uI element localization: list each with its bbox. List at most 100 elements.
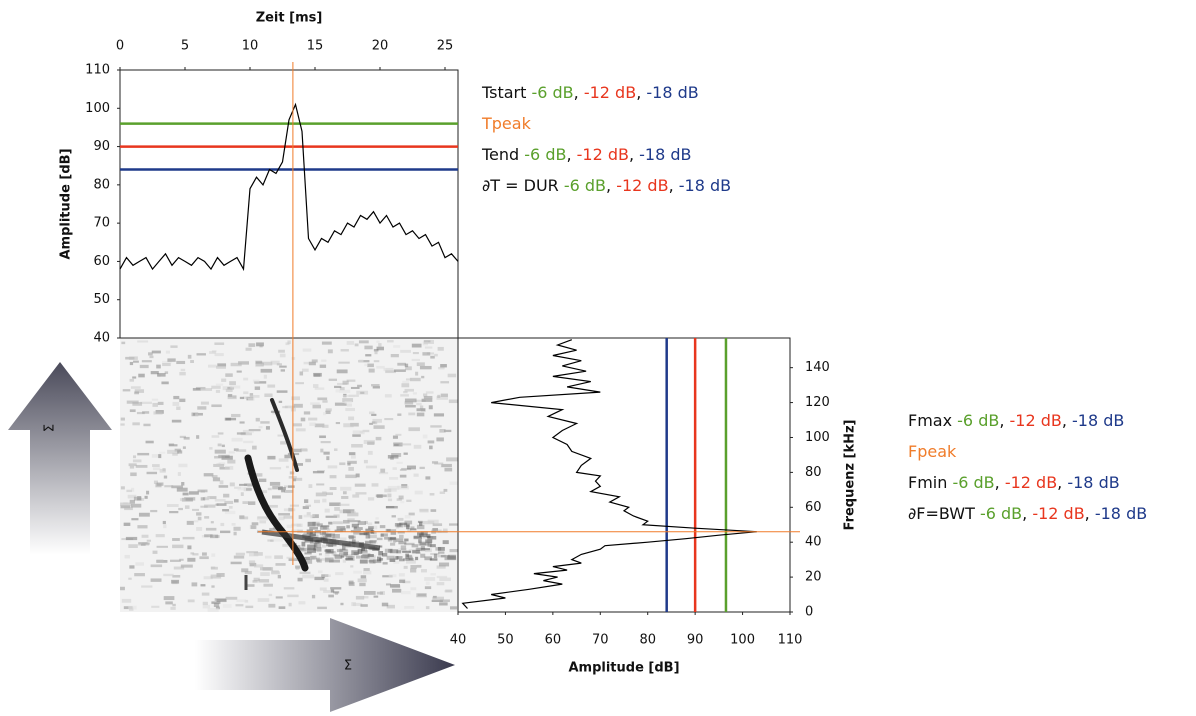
noise — [333, 514, 340, 518]
noise — [269, 467, 282, 470]
noise — [328, 594, 334, 598]
noise — [410, 587, 417, 591]
noise — [215, 383, 224, 386]
noise — [217, 363, 227, 367]
noise — [404, 388, 414, 392]
noise — [220, 522, 225, 527]
noise — [275, 596, 283, 599]
noise — [163, 475, 168, 479]
noise — [360, 604, 368, 607]
noise — [221, 455, 233, 460]
noise — [341, 495, 349, 499]
noise — [380, 468, 386, 473]
legend-text: -6 dB — [952, 473, 995, 492]
noise — [368, 526, 374, 530]
noise — [201, 592, 210, 596]
noise — [340, 486, 352, 491]
noise — [196, 512, 202, 516]
noise — [286, 524, 294, 529]
noise — [449, 549, 461, 553]
noise — [157, 373, 166, 377]
legend-text: Tend — [482, 145, 525, 164]
noise — [440, 393, 448, 397]
noise — [287, 485, 295, 488]
noise — [334, 507, 340, 511]
noise — [256, 516, 269, 521]
legend-text: -12 dB — [1004, 473, 1058, 492]
noise — [267, 384, 276, 388]
noise — [252, 580, 258, 583]
noise — [419, 509, 429, 513]
noise — [406, 524, 410, 530]
noise — [276, 390, 288, 393]
noise — [165, 601, 173, 605]
plot-frame — [457, 337, 791, 613]
noise — [361, 547, 365, 551]
noise — [327, 349, 333, 354]
noise — [413, 536, 423, 540]
noise — [213, 603, 220, 607]
noise — [128, 605, 137, 610]
noise — [339, 537, 347, 541]
noise — [121, 598, 132, 603]
noise — [303, 361, 310, 365]
noise — [369, 411, 375, 415]
noise — [355, 595, 365, 600]
legend-line: ∂T = DUR -6 dB, -12 dB, -18 dB — [482, 170, 731, 201]
noise — [218, 485, 229, 488]
noise — [438, 551, 445, 554]
noise — [339, 552, 348, 557]
noise — [241, 568, 249, 573]
noise — [132, 459, 142, 463]
noise — [215, 606, 220, 610]
noise — [224, 510, 236, 515]
noise — [331, 552, 337, 556]
noise — [419, 405, 424, 410]
noise — [356, 390, 369, 395]
legend-text: -6 dB — [563, 176, 607, 195]
noise — [262, 567, 274, 571]
noise — [353, 570, 362, 574]
noise — [445, 589, 453, 593]
noise — [430, 573, 436, 576]
noise — [152, 464, 160, 468]
noise — [140, 543, 146, 546]
noise — [214, 342, 225, 345]
noise — [396, 550, 402, 554]
noise — [443, 429, 452, 433]
noise — [347, 512, 359, 517]
noise — [397, 531, 405, 534]
noise — [195, 413, 199, 417]
noise — [378, 343, 382, 347]
noise — [289, 471, 295, 475]
noise — [231, 437, 243, 442]
noise — [416, 564, 422, 568]
noise — [401, 383, 410, 388]
noise — [303, 411, 311, 415]
frequency-legend: Fmax -6 dB, -12 dB, -18 dB Fpeak Fmin -6 d… — [908, 405, 1147, 529]
y-tick-label: 80 — [93, 177, 110, 192]
noise — [397, 517, 404, 521]
noise — [253, 577, 260, 581]
noise — [124, 506, 133, 511]
noise — [156, 364, 161, 369]
noise — [278, 513, 290, 516]
noise — [131, 487, 135, 492]
noise — [200, 388, 213, 391]
legend-text: Tpeak — [482, 114, 531, 133]
noise — [209, 447, 213, 450]
noise — [318, 553, 322, 556]
noise — [412, 392, 417, 395]
spectrogram — [120, 338, 461, 612]
legend-text: Fpeak — [908, 442, 957, 461]
noise — [346, 525, 350, 529]
noise — [335, 389, 340, 393]
noise — [196, 353, 206, 356]
sum-arrow-horizontal — [195, 618, 455, 712]
noise — [338, 361, 350, 364]
noise — [141, 360, 152, 363]
noise — [128, 463, 137, 467]
noise — [307, 548, 317, 553]
noise — [263, 374, 267, 379]
